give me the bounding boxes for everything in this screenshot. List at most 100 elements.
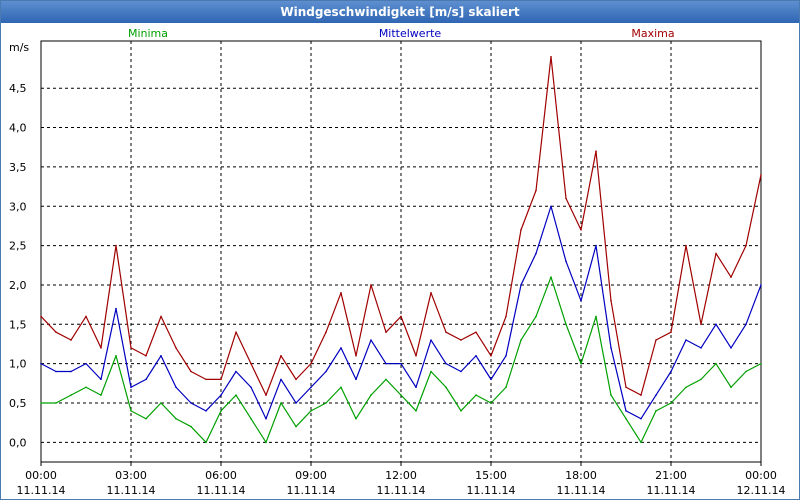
- data-point: [205, 441, 207, 444]
- data-point: [475, 331, 477, 333]
- data-point: [655, 394, 657, 396]
- data-point: [580, 362, 582, 365]
- data-point: [340, 347, 342, 349]
- data-point: [535, 189, 537, 192]
- data-point: [175, 417, 177, 420]
- data-point: [280, 402, 282, 404]
- data-point: [310, 362, 312, 365]
- data-point: [160, 402, 162, 404]
- data-point: [535, 315, 537, 318]
- data-point: [385, 331, 387, 333]
- data-point: [370, 284, 372, 286]
- data-point: [565, 260, 567, 263]
- data-point: [460, 339, 462, 341]
- data-point: [625, 417, 627, 420]
- data-point: [550, 55, 552, 58]
- data-point: [235, 331, 237, 333]
- y-tick-label: 1,5: [9, 318, 27, 331]
- data-point: [550, 205, 552, 208]
- data-point: [730, 386, 732, 389]
- x-tick-label-time: 06:00: [205, 469, 237, 482]
- data-point: [115, 244, 117, 247]
- data-point: [370, 339, 372, 341]
- data-point: [415, 386, 417, 389]
- data-point: [70, 339, 72, 341]
- data-point: [505, 315, 507, 318]
- data-point: [295, 425, 297, 428]
- data-point: [220, 394, 222, 396]
- y-tick-label: 4,0: [9, 122, 27, 135]
- data-point: [685, 244, 687, 247]
- data-point: [355, 354, 357, 357]
- data-point: [760, 173, 762, 176]
- data-point: [85, 315, 87, 318]
- data-point: [295, 378, 297, 381]
- y-tick-label: 2,0: [9, 279, 27, 292]
- x-tick-label-time: 21:00: [655, 469, 687, 482]
- data-point: [460, 370, 462, 373]
- data-point: [115, 354, 117, 357]
- data-point: [700, 323, 702, 326]
- data-point: [610, 347, 612, 349]
- x-tick-label-time: 03:00: [115, 469, 147, 482]
- data-point: [265, 441, 267, 444]
- window-title: Windgeschwindigkeit [m/s] skaliert: [1, 1, 799, 23]
- legend-entry-mittelwerte: Mittelwerte: [379, 27, 442, 40]
- data-point: [430, 370, 432, 373]
- data-point: [385, 378, 387, 381]
- data-point: [730, 347, 732, 349]
- data-point: [280, 378, 282, 381]
- plot-frame: [40, 40, 762, 463]
- y-tick-label: 1,0: [9, 358, 27, 371]
- data-point: [370, 394, 372, 396]
- y-tick-label: 4,5: [9, 82, 27, 95]
- data-point: [220, 378, 222, 381]
- legend-entry-maxima: Maxima: [631, 27, 674, 40]
- y-tick-label: 0,0: [9, 436, 27, 449]
- data-point: [175, 347, 177, 349]
- data-point: [640, 394, 642, 396]
- x-tick-label-time: 12:00: [385, 469, 417, 482]
- data-point: [595, 244, 597, 247]
- data-point: [595, 150, 597, 152]
- data-point: [400, 362, 402, 365]
- data-point: [610, 394, 612, 396]
- data-point: [655, 410, 657, 412]
- data-point: [715, 362, 717, 365]
- data-point: [340, 386, 342, 389]
- data-point: [100, 347, 102, 349]
- data-point: [355, 378, 357, 381]
- data-point: [40, 362, 42, 365]
- data-point: [640, 441, 642, 444]
- data-point: [355, 417, 357, 420]
- data-point: [115, 307, 117, 310]
- data-point: [205, 378, 207, 381]
- x-tick-label-time: 00:00: [745, 469, 777, 482]
- data-point: [130, 410, 132, 412]
- x-tick-label-date: 11.11.14: [17, 484, 66, 497]
- data-point: [475, 354, 477, 357]
- data-point: [310, 410, 312, 412]
- grid-layer: [41, 41, 761, 462]
- data-point: [505, 386, 507, 389]
- x-tick-label-time: 18:00: [565, 469, 597, 482]
- data-point: [550, 276, 552, 278]
- data-point: [145, 417, 147, 420]
- data-point: [655, 339, 657, 341]
- x-tick-label-time: 15:00: [475, 469, 507, 482]
- series-layer: [40, 55, 762, 444]
- data-point: [325, 370, 327, 373]
- x-tick-label-time: 09:00: [295, 469, 327, 482]
- data-point: [70, 370, 72, 373]
- data-point: [400, 394, 402, 396]
- data-point: [475, 394, 477, 396]
- data-point: [490, 378, 492, 381]
- x-tick-label-date: 11.11.14: [287, 484, 336, 497]
- data-point: [55, 331, 57, 333]
- data-point: [415, 410, 417, 412]
- data-point: [520, 339, 522, 341]
- data-point: [250, 386, 252, 389]
- x-tick-label-date: 11.11.14: [197, 484, 246, 497]
- legend-layer: Minima Mittelwerte Maxima: [128, 27, 675, 40]
- data-point: [145, 378, 147, 381]
